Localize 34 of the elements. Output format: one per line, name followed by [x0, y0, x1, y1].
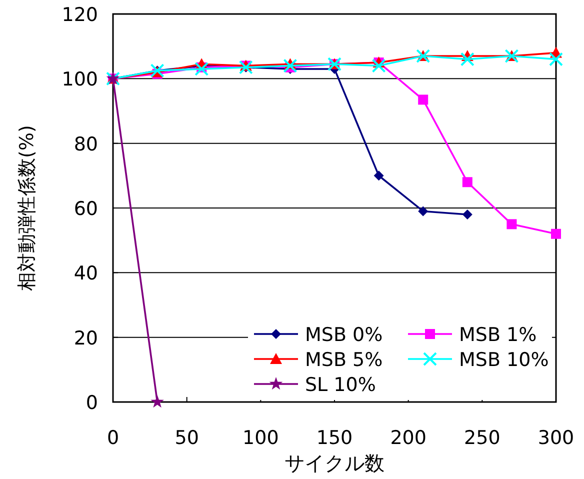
point	[551, 228, 561, 239]
x-tick-label: 300	[538, 427, 574, 449]
y-tick-label: 100	[62, 68, 98, 91]
y-tick-label: 120	[62, 4, 98, 26]
point	[418, 94, 428, 105]
point	[283, 58, 298, 73]
point	[549, 52, 563, 66]
x-tick-label: 100	[242, 427, 279, 449]
x-tick-label: 250	[464, 427, 500, 449]
legend-label: MSB 0%	[305, 324, 383, 346]
point	[150, 395, 164, 408]
legend-label: MSB 1%	[459, 324, 537, 346]
x-tick-label: 150	[316, 427, 353, 449]
y-tick-label: 80	[74, 133, 98, 156]
legend-label: MSB 10%	[459, 349, 549, 371]
point	[506, 219, 517, 230]
y-tick-label: 60	[74, 198, 98, 220]
point	[372, 58, 386, 73]
legend-label: MSB 5%	[305, 349, 383, 371]
point	[460, 52, 474, 66]
x-tick-label: 0	[106, 427, 120, 449]
point	[194, 62, 209, 76]
point	[418, 206, 428, 216]
y-tick-label: 0	[86, 392, 98, 414]
y-axis-title: 相対動弾性係数(%)	[16, 125, 38, 291]
legend-label: SL 10%	[305, 374, 376, 396]
x-tick-label: 50	[174, 427, 199, 449]
x-axis-title: サイクル数	[284, 451, 384, 475]
point	[462, 177, 472, 188]
y-tick-label: 40	[74, 262, 98, 285]
x-tick-label: 200	[390, 427, 426, 449]
point	[462, 209, 472, 220]
point	[374, 170, 384, 181]
y-tick-label: 20	[74, 327, 98, 350]
